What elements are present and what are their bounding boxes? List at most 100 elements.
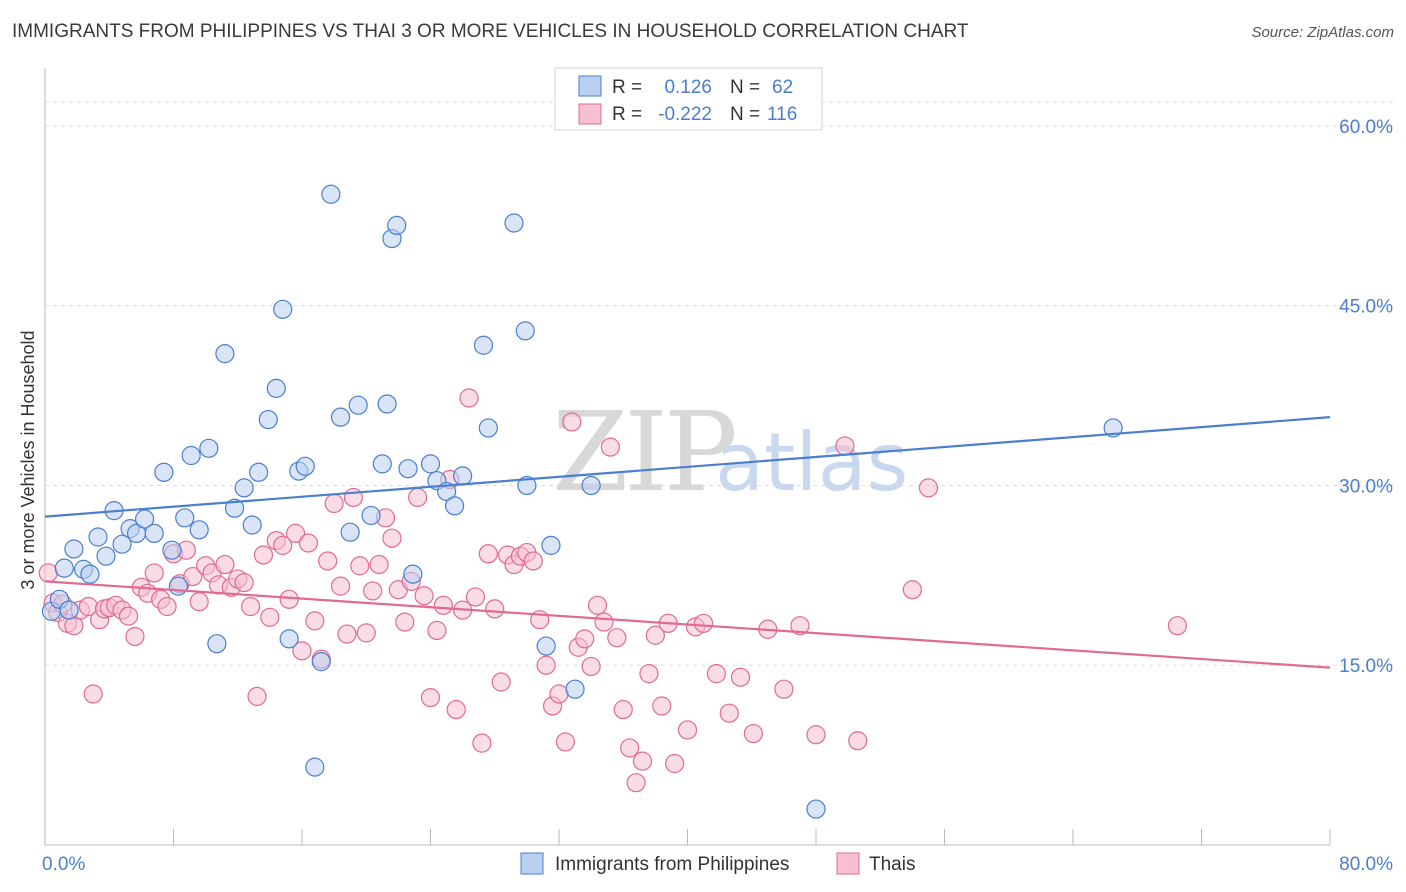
trend-lines <box>44 416 1331 669</box>
philippines-point <box>199 438 219 458</box>
series-legend-label-philippines: Immigrants from Philippines <box>555 854 789 875</box>
philippines-point <box>279 629 299 649</box>
thais-point <box>318 551 338 571</box>
thais-point <box>575 629 595 649</box>
philippines-point <box>168 576 188 596</box>
thais-point <box>806 725 826 745</box>
thais-point <box>285 523 306 544</box>
thais-point <box>337 624 357 644</box>
legend-r-value-philippines: 0.126 <box>664 77 712 98</box>
thais-point <box>626 773 646 793</box>
thais-point <box>918 478 939 498</box>
thais-point <box>350 556 370 576</box>
thais-point <box>790 616 810 636</box>
philippines-point <box>144 523 164 544</box>
philippines-point <box>517 475 537 496</box>
thais-point <box>382 528 402 548</box>
philippines-point <box>305 757 325 777</box>
thais-point <box>118 606 139 626</box>
thais-point <box>562 412 582 432</box>
philippines-point <box>377 394 397 414</box>
philippines-point <box>478 418 498 438</box>
thais-point <box>292 641 312 661</box>
thais-point <box>363 581 383 601</box>
philippines-point <box>1103 418 1123 438</box>
thais-point <box>581 656 601 677</box>
series-legend-label-thais: Thais <box>869 854 915 875</box>
thais-point <box>719 703 739 723</box>
thais-point <box>324 493 344 514</box>
thais-point <box>478 544 498 564</box>
philippines-point <box>224 498 245 518</box>
watermark-zip: ZIP <box>552 388 735 516</box>
philippines-point <box>96 546 116 566</box>
y-tick-label: 60.0% <box>1339 117 1393 138</box>
thais-point <box>523 551 543 571</box>
thais-point <box>1167 616 1188 636</box>
thais-trend-line <box>44 580 1331 669</box>
philippines-point <box>295 456 315 476</box>
philippines-point <box>64 539 84 559</box>
thais-point <box>433 595 453 615</box>
thais-point <box>774 679 794 699</box>
thais-point <box>144 563 164 583</box>
thais-point <box>427 620 447 641</box>
thais-point <box>706 664 727 684</box>
philippines-point <box>175 508 195 528</box>
legend-r-value-thais: -0.222 <box>658 104 712 125</box>
watermark: ZIP atlas <box>552 388 908 516</box>
philippines-point <box>453 466 473 486</box>
philippines-point <box>541 535 561 555</box>
thais-point <box>665 753 685 774</box>
philippines-point <box>215 344 235 364</box>
philippines-point <box>321 184 341 204</box>
philippines-point <box>473 335 494 355</box>
thais-point <box>459 388 479 408</box>
thais-point <box>215 554 235 575</box>
philippines-point <box>242 515 262 535</box>
thais-point <box>279 589 299 609</box>
philippines-point <box>258 409 278 430</box>
philippines-point <box>581 475 601 496</box>
philippines-point <box>361 505 381 526</box>
legend-n-label-thais: N = <box>730 104 760 125</box>
chart-title: IMMIGRANTS FROM PHILIPPINES VS THAI 3 OR… <box>12 21 969 42</box>
legend-n-label-philippines: N = <box>730 77 760 98</box>
thais-point <box>587 595 608 615</box>
thais-point <box>848 731 868 751</box>
philippines-point <box>54 558 74 578</box>
philippines-point <box>162 540 182 560</box>
thais-point <box>343 487 363 508</box>
thais-point <box>253 545 274 565</box>
thais-point <box>420 687 441 708</box>
philippines-point <box>504 213 524 233</box>
thais-point <box>693 613 714 633</box>
thais-point <box>835 436 855 456</box>
thais-point <box>83 684 103 704</box>
philippines-point <box>348 395 368 415</box>
philippines-point <box>398 459 418 479</box>
thais-point <box>125 626 145 647</box>
thais-point <box>38 563 58 583</box>
philippines-point <box>387 215 407 236</box>
philippines-point <box>181 445 201 466</box>
philippines-points <box>41 184 1123 819</box>
thais-point <box>485 599 505 619</box>
series-legend-swatch-philippines <box>520 852 544 875</box>
correlation-legend: R = 0.126 N = 62 R = -0.222 N = 116 <box>554 67 823 131</box>
thais-point <box>247 686 267 706</box>
thais-point <box>491 672 511 692</box>
thais-point <box>472 733 492 753</box>
philippines-point <box>189 520 209 540</box>
thais-point <box>607 628 627 648</box>
philippines-point <box>59 600 79 620</box>
thais-point <box>369 554 389 575</box>
thais-point <box>273 535 293 555</box>
thais-point <box>414 586 434 606</box>
philippines-point <box>806 799 826 819</box>
thais-point <box>157 596 177 617</box>
y-axis-label: 3 or more Vehicles in Household <box>18 330 38 589</box>
philippines-point <box>134 509 155 529</box>
philippines-point <box>234 478 254 498</box>
philippines-point <box>154 462 174 482</box>
